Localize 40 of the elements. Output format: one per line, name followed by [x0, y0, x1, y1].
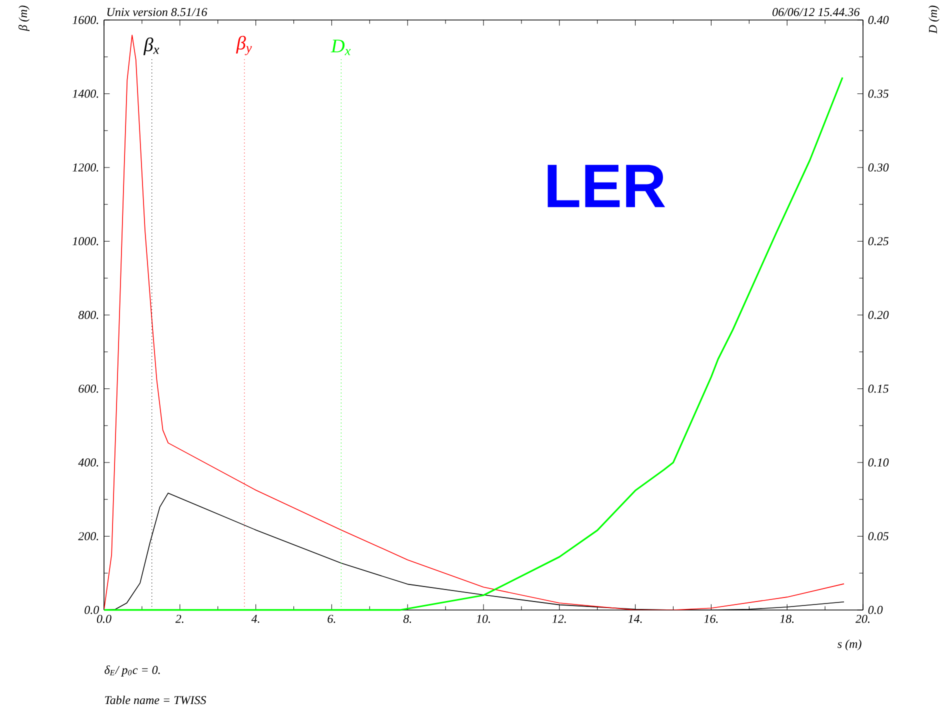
y-tick-label: 400.	[78, 458, 98, 467]
y2-tick-label: 0.25	[868, 237, 888, 246]
chart-subtitle: 06/06/12 15.44.36	[772, 8, 860, 16]
x-tick-label: 12.	[552, 614, 566, 623]
y2-tick-label: 0.05	[868, 532, 888, 540]
x-tick-label: 20.	[855, 614, 870, 623]
y-tick-label: 0.0	[84, 606, 100, 614]
text: δ$_{E}$/ p$_{0}$c = 0.	[104, 666, 160, 676]
x-axis-title: s (m)	[838, 640, 862, 650]
y-tick-label: 200.	[78, 532, 98, 540]
y2-axis-title: D (m)	[928, 6, 940, 34]
x-tick-label: 18.	[780, 614, 794, 623]
y2-tick-label: 0.15	[868, 384, 888, 393]
x-tick-label: 16.	[704, 614, 718, 623]
x-tick-label: 6.	[328, 614, 336, 623]
y2-tick-label: 0.40	[868, 16, 889, 24]
x-tick-label: 0.0	[96, 614, 112, 623]
y-tick-label: 800.	[78, 310, 98, 320]
y2-tick-label: 0.30	[868, 163, 889, 172]
y-tick-label: 1000.	[72, 237, 98, 246]
x-tick-label: 2.	[175, 614, 184, 623]
y2-tick-label: 0.35	[868, 90, 888, 98]
chart-title: Unix version 8.51/16	[107, 8, 208, 16]
x-tick-label: 10.	[476, 614, 490, 623]
y2-tick-label: 0.20	[868, 310, 889, 320]
ref-line-label: β$_{y}$	[236, 36, 252, 56]
x-tick-label: 14.	[628, 614, 642, 623]
text: Table name = TWISS	[105, 696, 206, 704]
y2-tick-label: 0.0	[868, 606, 883, 614]
y-tick-label: 600.	[78, 384, 98, 393]
y2-tick-label: 0.10	[868, 458, 889, 467]
y-tick-label: 1400.	[72, 90, 98, 98]
x-tick-label: 4.	[251, 614, 260, 623]
ref-line-label: D$_{x}$	[330, 40, 351, 56]
annotation: LER	[548, 164, 666, 208]
ref-line-label: β$_{x}$	[143, 38, 160, 56]
y-axis-title: β (m)	[18, 6, 30, 32]
x-tick-label: 8.	[403, 614, 412, 623]
y-tick-label: 1200.	[72, 163, 98, 172]
y-tick-label: 1600.	[72, 16, 98, 24]
